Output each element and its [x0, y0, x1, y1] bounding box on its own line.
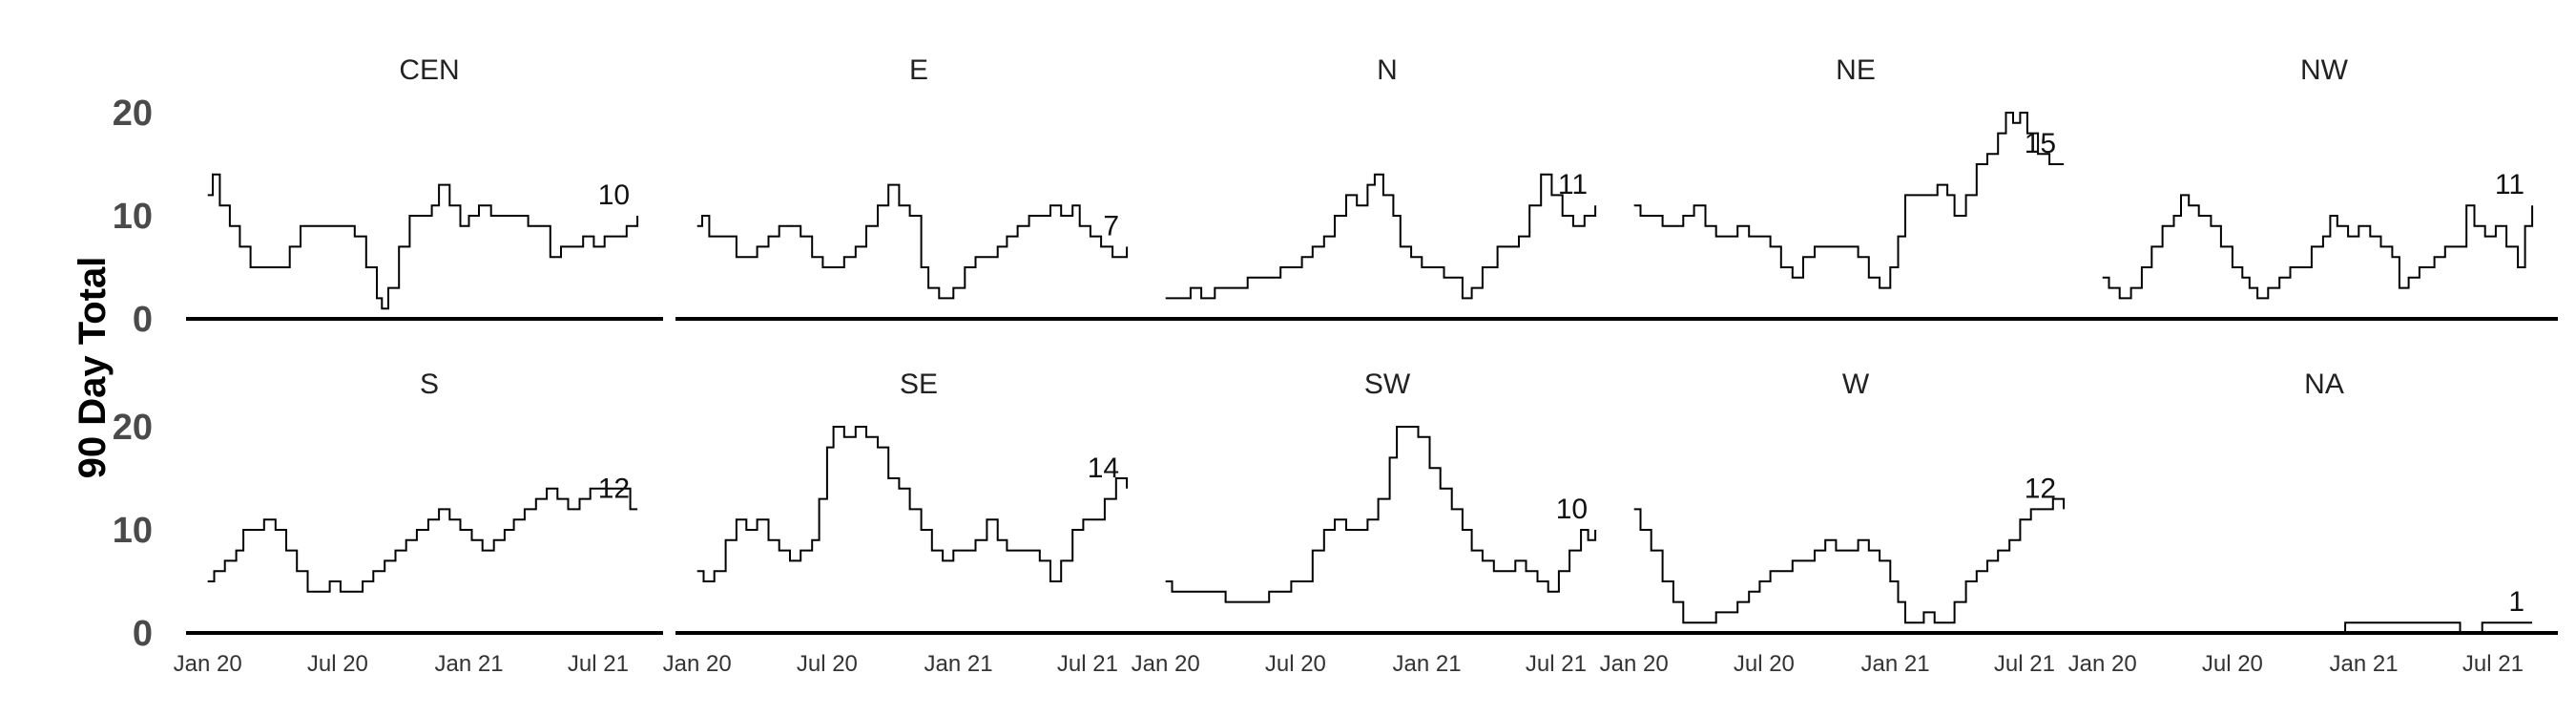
facet-title-s: S [420, 369, 439, 400]
facet-se: SE 14 Jan 20 Jul 20 Jan 21 Jul 21 [663, 369, 1153, 677]
end-value-label-ne: 15 [2025, 128, 2056, 159]
facet-e: E7 [675, 54, 1153, 321]
x-tick-label-w-1: Jul 20 [1734, 651, 1795, 677]
x-tick-label-se-2: Jan 21 [924, 651, 992, 677]
facet-title-cen: CEN [399, 54, 459, 86]
end-value-label-se: 14 [1088, 453, 1119, 484]
x-tick-label-sw-0: Jan 20 [1132, 651, 1200, 677]
facet-cen: CEN 10 [186, 54, 663, 321]
facet-title-e: E [909, 54, 928, 86]
y-axis-title: 90 Day Total [72, 257, 114, 479]
series-line-e [696, 183, 1129, 300]
y-tick-label-row1-1: 10 [113, 197, 153, 237]
x-tick-label-na-1: Jul 20 [2202, 651, 2263, 677]
facet-na: NA 1 Jan 20 Jul 20 Jan 21 Jul 21 [2068, 369, 2558, 677]
y-tick-label-row2-1: 10 [113, 511, 153, 551]
series-line-se [696, 426, 1129, 582]
y-tick-label-row1-0: 0 [133, 300, 153, 340]
x-tick-label-sw-3: Jul 21 [1526, 651, 1587, 677]
facet-title-na: NA [2304, 369, 2344, 400]
series-line-na [2102, 621, 2533, 634]
end-value-label-s: 12 [598, 473, 630, 504]
facet-title-sw: SW [1364, 369, 1411, 400]
facet-title-se: SE [900, 369, 938, 400]
x-tick-label-w-3: Jul 21 [1994, 651, 2055, 677]
y-tick-label-row1-2: 20 [113, 94, 153, 134]
end-value-label-cen: 10 [598, 179, 630, 211]
facet-title-w: W [1842, 369, 1870, 400]
series-line-n [1165, 173, 1597, 300]
end-value-label-e: 7 [1103, 210, 1119, 242]
x-tick-label-se-0: Jan 20 [663, 651, 732, 677]
series-line-nw [2102, 194, 2534, 300]
x-tick-label-na-2: Jan 21 [2329, 651, 2398, 677]
x-tick-label-s-2: Jan 21 [434, 651, 503, 677]
end-value-label-sw: 10 [1556, 494, 1588, 525]
y-tick-label-row2-0: 0 [133, 614, 153, 654]
x-tick-label-na-3: Jul 21 [2462, 651, 2524, 677]
facet-title-nw: NW [2300, 54, 2349, 86]
x-tick-label-s-1: Jul 20 [307, 651, 368, 677]
x-tick-label-s-3: Jul 21 [568, 651, 629, 677]
x-tick-label-se-3: Jul 21 [1057, 651, 1118, 677]
x-tick-label-sw-1: Jul 20 [1265, 651, 1326, 677]
series-line-w [1633, 497, 2066, 624]
series-line-sw [1165, 426, 1597, 603]
end-value-label-na: 1 [2508, 586, 2524, 618]
x-tick-label-s-0: Jan 20 [174, 651, 242, 677]
facet-sw: SW 10 Jan 20 Jul 20 Jan 21 Jul 21 [1132, 369, 1621, 677]
y-tick-label-row2-2: 20 [113, 408, 153, 448]
facet-title-ne: NE [1836, 54, 1876, 86]
series-line-s [207, 487, 638, 593]
x-tick-label-na-0: Jan 20 [2068, 651, 2137, 677]
x-tick-label-se-1: Jul 20 [797, 651, 858, 677]
x-tick-label-w-2: Jan 21 [1860, 651, 1929, 677]
end-value-label-nw: 11 [2495, 169, 2524, 200]
x-tick-label-w-0: Jan 20 [1600, 651, 1669, 677]
facet-nw: NW 11 [2081, 54, 2558, 321]
facet-title-n: N [1377, 54, 1398, 86]
facet-s: S 12 Jan 20 Jul 20 Jan 21 Jul 21 [174, 369, 663, 677]
facet-ne: NE 15 [1612, 54, 2089, 321]
end-value-label-n: 11 [1558, 169, 1588, 200]
series-line-ne [1633, 112, 2065, 289]
series-line-cen [207, 173, 639, 310]
facet-w: W 12 Jan 20 Jul 20 Jan 21 Jul 21 [1600, 369, 2089, 677]
facet-n: N 11 [1144, 54, 1621, 321]
x-tick-label-sw-2: Jan 21 [1392, 651, 1461, 677]
end-value-label-w: 12 [2025, 473, 2056, 504]
